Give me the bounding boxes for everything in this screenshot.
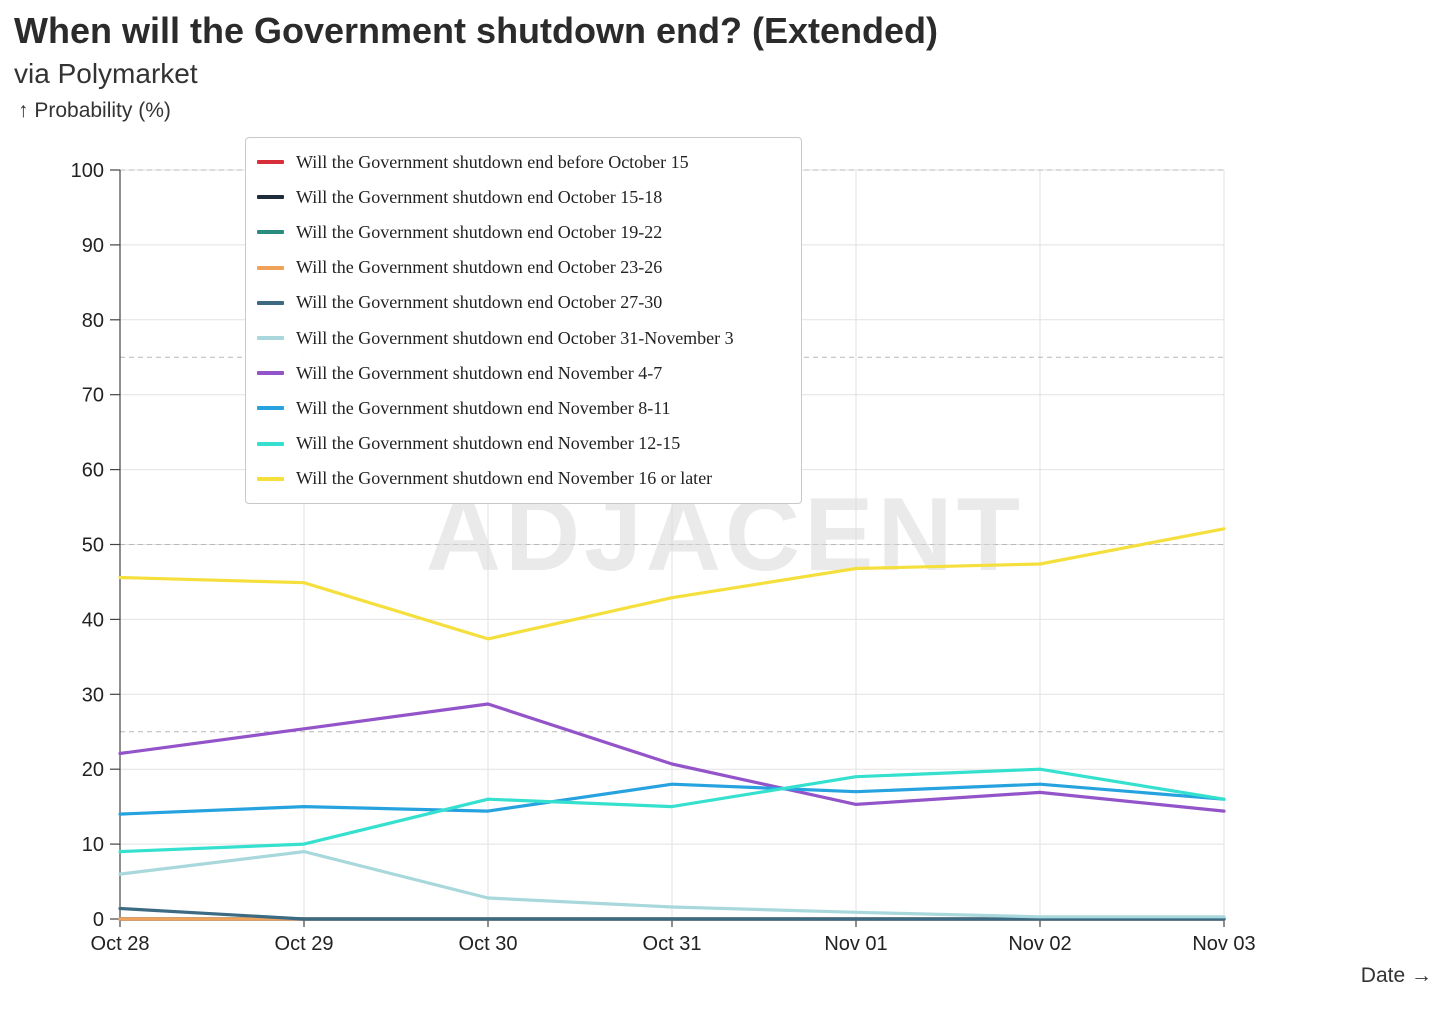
- series-line: [118, 906, 1226, 921]
- series-line: [118, 767, 1226, 854]
- x-tick-label: Nov 03: [1192, 933, 1255, 955]
- legend-label: Will the Government shutdown end Novembe…: [296, 468, 713, 489]
- legend-item: Will the Government shutdown end October…: [257, 326, 734, 350]
- legend-label: Will the Government shutdown end before …: [296, 151, 689, 172]
- legend-item: Will the Government shutdown end October…: [257, 256, 662, 280]
- legend-swatch: [257, 300, 284, 305]
- series-line: [118, 849, 1226, 919]
- legend-swatch: [257, 476, 284, 481]
- legend-item: Will the Government shutdown end Novembe…: [257, 432, 680, 456]
- legend-item: Will the Government shutdown end October…: [257, 291, 662, 315]
- legend-swatch: [257, 406, 284, 411]
- y-tick-label: 90: [82, 235, 104, 257]
- legend-item: Will the Government shutdown end before …: [257, 150, 689, 174]
- x-tick-label: Oct 30: [459, 933, 518, 955]
- legend-item: Will the Government shutdown end October…: [257, 185, 662, 209]
- chart-subtitle: via Polymarket: [14, 58, 198, 89]
- legend-label: Will the Government shutdown end Novembe…: [296, 362, 663, 383]
- series-line: [118, 782, 1226, 816]
- legend-swatch: [257, 441, 284, 446]
- x-tick-label: Nov 02: [1008, 933, 1071, 955]
- legend-swatch: [257, 265, 284, 270]
- y-tick-label: 10: [82, 834, 104, 856]
- y-tick-label: 80: [82, 310, 104, 332]
- legend-label: Will the Government shutdown end October…: [296, 186, 663, 207]
- chart-legend: Will the Government shutdown end before …: [245, 137, 802, 504]
- legend-swatch: [257, 230, 284, 235]
- y-tick-label: 30: [82, 684, 104, 706]
- legend-item: Will the Government shutdown end October…: [257, 220, 662, 244]
- legend-item: Will the Government shutdown end Novembe…: [257, 396, 671, 420]
- y-tick-label: 20: [82, 759, 104, 781]
- x-tick-label: Oct 28: [91, 933, 150, 955]
- legend-label: Will the Government shutdown end October…: [296, 292, 663, 313]
- legend-swatch: [257, 371, 284, 376]
- x-tick-label: Oct 29: [275, 933, 334, 955]
- legend-swatch: [257, 160, 284, 164]
- y-tick-label: 0: [93, 909, 104, 931]
- x-tick-label: Oct 31: [643, 933, 702, 955]
- legend-item: Will the Government shutdown end Novembe…: [257, 361, 662, 385]
- y-tick-label: 40: [82, 609, 104, 631]
- legend-label: Will the Government shutdown end October…: [296, 221, 663, 242]
- x-axis-label: Date →: [1360, 964, 1432, 987]
- x-tick-label: Nov 01: [824, 933, 887, 955]
- chart-title: When will the Government shutdown end? (…: [14, 10, 939, 51]
- legend-label: Will the Government shutdown end Novembe…: [296, 433, 681, 454]
- y-tick-label: 60: [82, 460, 104, 482]
- series-line: [118, 527, 1226, 641]
- y-tick-label: 70: [82, 385, 104, 407]
- legend-label: Will the Government shutdown end October…: [296, 257, 663, 278]
- legend-label: Will the Government shutdown end Novembe…: [296, 397, 671, 418]
- series-line: [118, 702, 1226, 813]
- legend-item: Will the Government shutdown end Novembe…: [257, 467, 712, 491]
- legend-swatch: [257, 195, 284, 200]
- legend-label: Will the Government shutdown end October…: [296, 327, 734, 348]
- y-tick-label: 100: [71, 160, 104, 182]
- legend-swatch: [257, 336, 284, 340]
- y-tick-label: 50: [82, 535, 104, 557]
- y-axis-label: ↑ Probability (%): [18, 99, 171, 122]
